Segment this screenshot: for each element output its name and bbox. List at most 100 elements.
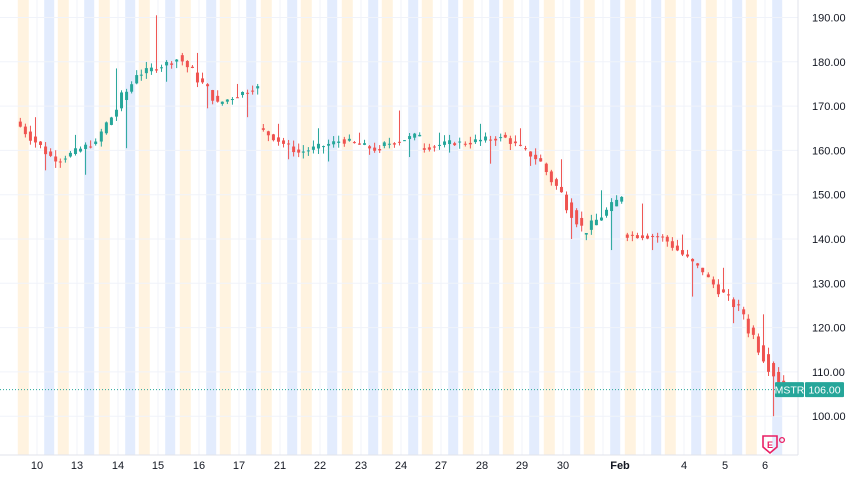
- candle-down[interactable]: [732, 299, 736, 308]
- candle-up[interactable]: [403, 140, 407, 142]
- candle-up[interactable]: [125, 91, 129, 101]
- candle-down[interactable]: [453, 143, 457, 146]
- candle-down[interactable]: [737, 304, 741, 306]
- candle-down[interactable]: [559, 186, 563, 193]
- candle-up[interactable]: [220, 101, 224, 104]
- candle-down[interactable]: [575, 210, 579, 225]
- earnings-event-badge[interactable]: E: [762, 435, 786, 455]
- candle-up[interactable]: [120, 92, 124, 109]
- candle-up[interactable]: [473, 139, 477, 143]
- candle-down[interactable]: [287, 143, 291, 145]
- candle-up[interactable]: [144, 68, 148, 74]
- candle-down[interactable]: [580, 217, 584, 226]
- candle-up[interactable]: [230, 99, 234, 101]
- candle-down[interactable]: [397, 141, 401, 143]
- candle-down[interactable]: [625, 234, 629, 238]
- candle-down[interactable]: [494, 138, 498, 141]
- candle-up[interactable]: [73, 148, 77, 154]
- candle-down[interactable]: [422, 148, 426, 150]
- candle-down[interactable]: [261, 128, 265, 130]
- candle-up[interactable]: [610, 202, 614, 212]
- time-axis[interactable]: 10 13 14 15 16 17 21 22 23 24 27 28 29 30 Feb 4 5 6: [0, 454, 798, 472]
- candle-up[interactable]: [499, 137, 503, 139]
- candle-down[interactable]: [761, 345, 765, 362]
- candle-down[interactable]: [18, 121, 22, 127]
- candle-down[interactable]: [282, 140, 286, 144]
- candle-down[interactable]: [742, 309, 746, 315]
- candle-down[interactable]: [727, 294, 731, 296]
- candle-down[interactable]: [357, 143, 361, 145]
- candle-down[interactable]: [39, 141, 43, 145]
- candle-down[interactable]: [58, 161, 62, 163]
- candle-up[interactable]: [99, 131, 103, 142]
- candle-down[interactable]: [342, 139, 346, 144]
- candle-down[interactable]: [706, 274, 710, 278]
- candle-up[interactable]: [594, 219, 598, 226]
- candle-down[interactable]: [292, 146, 296, 153]
- candles[interactable]: [18, 15, 786, 417]
- candle-down[interactable]: [534, 154, 538, 160]
- candle-down[interactable]: [656, 236, 660, 238]
- candle-down[interactable]: [721, 289, 725, 293]
- candle-up[interactable]: [382, 142, 386, 146]
- candle-down[interactable]: [432, 146, 436, 148]
- candle-down[interactable]: [89, 146, 93, 148]
- candle-down[interactable]: [503, 134, 507, 138]
- candle-down[interactable]: [565, 194, 569, 211]
- candle-up[interactable]: [327, 143, 331, 146]
- candle-up[interactable]: [599, 217, 603, 221]
- candle-down[interactable]: [772, 363, 776, 377]
- candle-up[interactable]: [615, 199, 619, 207]
- candle-down[interactable]: [206, 84, 210, 87]
- candle-up[interactable]: [589, 220, 593, 230]
- candle-down[interactable]: [185, 60, 189, 68]
- candle-up[interactable]: [413, 133, 417, 138]
- candle-down[interactable]: [266, 131, 270, 136]
- candle-up[interactable]: [68, 152, 72, 157]
- candle-up[interactable]: [94, 141, 98, 145]
- candle-down[interactable]: [211, 90, 215, 101]
- candle-down[interactable]: [463, 143, 467, 145]
- candle-up[interactable]: [160, 67, 164, 69]
- candle-down[interactable]: [180, 55, 184, 62]
- candle-down[interactable]: [28, 131, 32, 141]
- candle-down[interactable]: [195, 72, 199, 83]
- candle-down[interactable]: [635, 235, 639, 239]
- candle-down[interactable]: [549, 171, 553, 183]
- candle-up[interactable]: [135, 75, 139, 84]
- candle-down[interactable]: [711, 279, 715, 285]
- candle-up[interactable]: [175, 59, 179, 62]
- candle-up[interactable]: [301, 151, 305, 153]
- candle-up[interactable]: [337, 141, 341, 143]
- candle-up[interactable]: [443, 141, 447, 145]
- candle-down[interactable]: [368, 146, 372, 149]
- price-axis[interactable]: 100.00 110.00 120.00 130.00 140.00 150.00 160.…: [797, 0, 852, 485]
- candle-down[interactable]: [392, 143, 396, 145]
- candle-up[interactable]: [322, 146, 326, 148]
- candle-down[interactable]: [297, 149, 301, 153]
- candle-down[interactable]: [767, 354, 771, 372]
- candle-down[interactable]: [352, 142, 356, 144]
- candle-up[interactable]: [109, 117, 113, 125]
- candle-down[interactable]: [513, 141, 517, 144]
- candle-down[interactable]: [701, 267, 705, 273]
- candle-down[interactable]: [190, 66, 194, 68]
- candle-up[interactable]: [84, 144, 88, 150]
- candle-up[interactable]: [458, 141, 462, 143]
- candle-down[interactable]: [665, 236, 669, 242]
- candle-up[interactable]: [484, 136, 488, 141]
- candle-down[interactable]: [246, 92, 250, 94]
- candle-down[interactable]: [216, 95, 220, 102]
- candle-down[interactable]: [570, 202, 574, 218]
- candle-up[interactable]: [139, 74, 143, 76]
- candle-down[interactable]: [544, 163, 548, 173]
- candle-up[interactable]: [241, 91, 245, 96]
- candle-down[interactable]: [378, 149, 382, 151]
- candle-down[interactable]: [746, 318, 750, 334]
- candle-down[interactable]: [49, 151, 53, 156]
- candle-down[interactable]: [23, 126, 27, 135]
- candle-down[interactable]: [661, 236, 665, 238]
- candle-down[interactable]: [675, 245, 679, 251]
- candle-down[interactable]: [271, 134, 275, 141]
